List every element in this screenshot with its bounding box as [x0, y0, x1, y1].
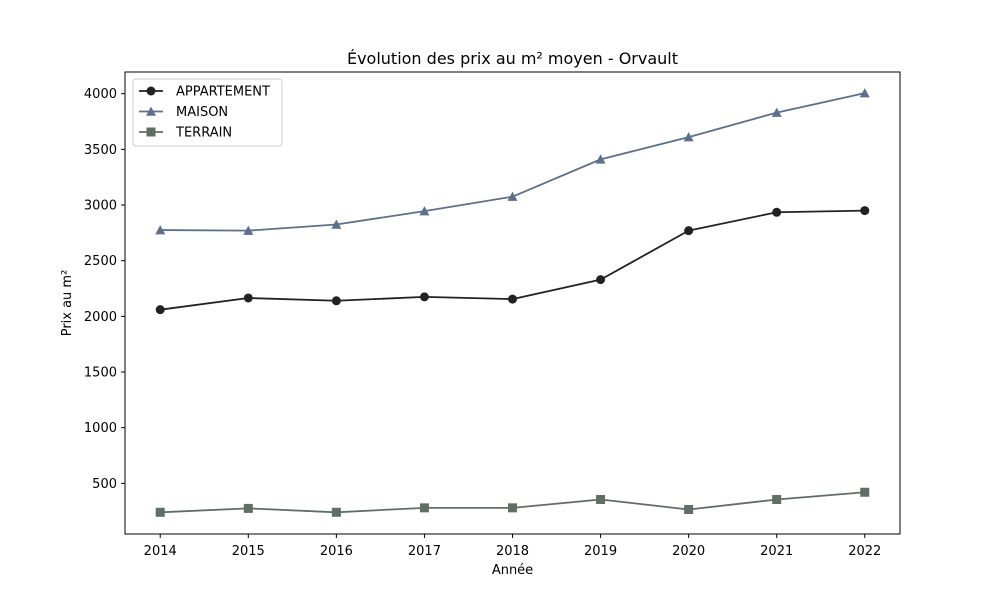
data-point-maison-2016: [331, 219, 342, 229]
legend-label-terrain: TERRAIN: [175, 126, 232, 141]
y-tick-label-1000: 1000: [84, 421, 117, 436]
x-tick-label-2022: 2022: [848, 544, 881, 559]
y-tick-label-2000: 2000: [84, 310, 117, 325]
x-tick-label-2020: 2020: [672, 544, 705, 559]
data-point-maison-2020: [683, 132, 694, 142]
x-tick-label-2021: 2021: [760, 544, 793, 559]
x-tick-label-2014: 2014: [144, 544, 177, 559]
data-point-maison-2019: [595, 154, 606, 164]
data-point-maison-2022: [859, 88, 870, 98]
data-point-terrain-2018: [508, 503, 517, 513]
y-axis-title: Prix au m²: [60, 270, 75, 337]
data-point-appartement-2020: [684, 226, 694, 236]
data-point-appartement-2021: [772, 207, 782, 217]
y-tick-label-3500: 3500: [84, 143, 117, 158]
legend-marker-maison: [146, 106, 156, 116]
x-tick-label-2017: 2017: [408, 544, 441, 559]
legend-label-appartement: APPARTEMENT: [176, 85, 270, 100]
data-point-appartement-2018: [508, 294, 517, 304]
data-point-maison-2014: [155, 225, 166, 235]
data-point-appartement-2016: [331, 296, 341, 306]
legend-label-maison: MAISON: [176, 105, 228, 120]
x-tick-label-2016: 2016: [320, 544, 353, 559]
data-point-appartement-2015: [243, 293, 253, 303]
data-point-terrain-2019: [596, 494, 606, 504]
data-point-maison-2017: [419, 206, 430, 216]
y-tick-label-1500: 1500: [84, 366, 117, 381]
y-tick-label-3000: 3000: [84, 199, 117, 214]
data-point-terrain-2016: [331, 507, 341, 517]
data-point-terrain-2015: [243, 503, 253, 513]
chart-title: Évolution des prix au m² moyen - Orvault: [347, 49, 678, 68]
data-point-terrain-2017: [419, 503, 429, 513]
x-tick-label-2018: 2018: [496, 544, 529, 559]
y-tick-label-2500: 2500: [84, 254, 117, 269]
y-tick-label-4000: 4000: [84, 87, 117, 102]
legend: APPARTEMENT MAISON TERRAIN: [132, 78, 283, 147]
data-point-terrain-2022: [860, 487, 870, 497]
data-point-appartement-2014: [155, 305, 165, 315]
data-point-terrain-2020: [684, 505, 694, 515]
data-point-maison-2015: [243, 225, 254, 235]
x-tick-label-2015: 2015: [232, 544, 265, 559]
legend-box: [132, 78, 283, 147]
data-point-terrain-2014: [155, 507, 165, 517]
x-tick-label-2019: 2019: [584, 544, 617, 559]
y-tick-label-500: 500: [92, 477, 117, 492]
data-point-maison-2021: [771, 107, 782, 117]
data-point-terrain-2021: [772, 494, 782, 504]
plot-area: 2014 2015 2016 2017 2018 2019 2020 2021 2022 500 1…: [84, 71, 901, 559]
data-point-appartement-2022: [860, 206, 870, 216]
data-point-appartement-2017: [419, 292, 429, 302]
data-point-appartement-2019: [596, 275, 606, 285]
legend-marker-appartement: [146, 86, 156, 96]
data-point-maison-2018: [507, 191, 518, 201]
legend-marker-terrain: [146, 127, 156, 137]
x-axis-title: Année: [492, 563, 533, 578]
